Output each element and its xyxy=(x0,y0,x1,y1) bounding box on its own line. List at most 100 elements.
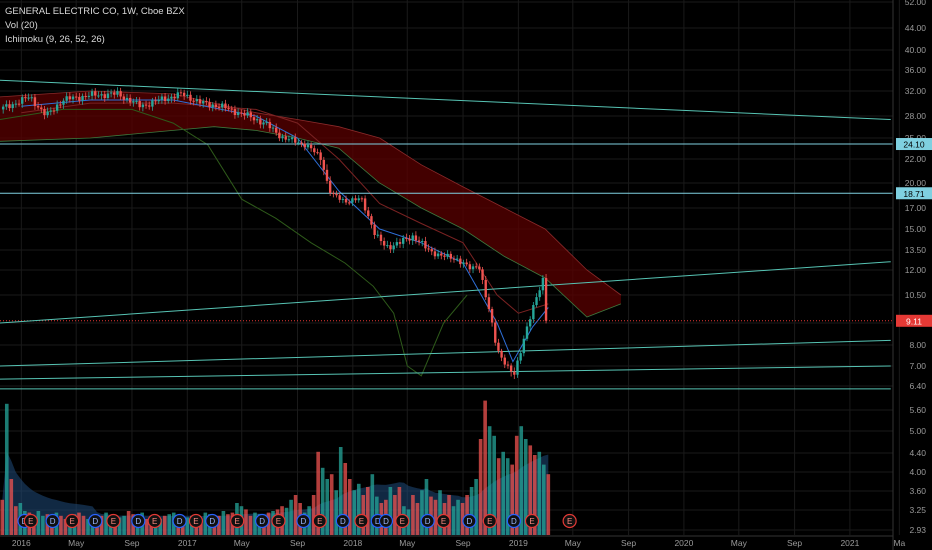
volume-bar xyxy=(325,479,329,535)
candle-body xyxy=(17,103,21,105)
candle-body xyxy=(427,248,430,250)
candle-body xyxy=(125,97,129,100)
event-marker-label: D xyxy=(209,517,215,526)
cloud-area xyxy=(0,91,621,317)
candle-body xyxy=(294,137,297,143)
volume-bar xyxy=(420,490,424,535)
candle-body xyxy=(186,94,189,96)
event-marker-label: D xyxy=(50,517,56,526)
candle-body xyxy=(113,92,116,95)
candle-body xyxy=(440,253,443,256)
price-tick-label: 20.00 xyxy=(905,178,927,188)
volume-bar xyxy=(347,479,352,535)
volume-bar xyxy=(4,403,9,535)
event-marker-dividend xyxy=(506,513,521,529)
candle-body xyxy=(389,245,392,250)
event-marker-label: D xyxy=(467,517,473,526)
candle-body xyxy=(357,198,360,201)
candle-body xyxy=(462,262,465,265)
candle-body xyxy=(398,242,402,244)
event-marker-label: D xyxy=(340,517,346,526)
candle-body xyxy=(335,194,338,196)
price-tick-label: 4.00 xyxy=(909,467,926,477)
event-marker-dividend xyxy=(88,513,103,529)
volume-bar xyxy=(185,517,190,535)
candle-body xyxy=(157,99,160,102)
candle-body xyxy=(14,103,18,105)
candle-body xyxy=(49,110,52,112)
candle-body xyxy=(300,142,303,144)
candle-body xyxy=(135,100,138,102)
candle-body xyxy=(103,94,106,99)
volume-bar xyxy=(117,517,122,535)
ichimoku-cloud xyxy=(0,90,622,318)
candle-body xyxy=(436,253,440,257)
candle-body xyxy=(322,159,326,170)
candle-body xyxy=(154,100,157,102)
event-marker-label: E xyxy=(28,517,33,526)
volume-bar xyxy=(415,503,420,535)
candle-body xyxy=(325,169,329,181)
candle-body xyxy=(8,104,11,109)
time-tick-label: 2017 xyxy=(178,538,197,548)
candle-body xyxy=(528,319,532,327)
volume-bar xyxy=(217,515,221,535)
candle-body xyxy=(484,279,487,298)
time-tick-label: May xyxy=(565,538,582,548)
time-tick-label: Sep xyxy=(455,538,470,548)
candle-body xyxy=(303,143,306,148)
event-marker-dividend xyxy=(255,513,270,529)
ichimoku-indicator-label[interactable]: Ichimoku (9, 26, 52, 26) xyxy=(5,34,105,45)
candle-body xyxy=(497,342,500,351)
price-tick-label: 5.00 xyxy=(909,426,926,436)
volume-bar xyxy=(41,515,45,535)
candle-body xyxy=(265,122,268,124)
volume-bar xyxy=(433,499,438,535)
candle-body xyxy=(252,117,256,121)
volume-bar xyxy=(352,490,357,535)
price-label-text: 24.10 xyxy=(903,140,925,150)
candle-body xyxy=(538,290,541,298)
trendlines[interactable] xyxy=(0,79,893,390)
volume-bar xyxy=(487,426,492,535)
price-tick-label: 8.00 xyxy=(909,340,926,350)
event-marker-label: D xyxy=(259,517,265,526)
candle-body xyxy=(68,96,72,100)
candle-body xyxy=(97,95,100,97)
candle-body xyxy=(509,365,513,372)
candle-body xyxy=(506,364,510,366)
candle-body xyxy=(525,326,529,339)
candlesticks xyxy=(1,87,548,380)
volume-indicator-label[interactable]: Vol (20) xyxy=(5,20,38,31)
volume-bar xyxy=(77,512,81,535)
volume-bar xyxy=(144,519,149,535)
symbol-title[interactable]: GENERAL ELECTRIC CO, 1W, Cboe BZX xyxy=(5,6,185,17)
price-tick-label: 10.50 xyxy=(905,290,927,300)
time-tick-label: Ma xyxy=(893,538,905,548)
volume-bar xyxy=(203,512,208,535)
candle-body xyxy=(30,97,33,99)
candle-body xyxy=(268,122,272,129)
candle-body xyxy=(344,198,348,203)
candle-body xyxy=(167,98,170,101)
candle-body xyxy=(332,192,335,195)
volume-bar xyxy=(162,515,167,535)
candle-body xyxy=(52,110,56,112)
time-tick-label: Sep xyxy=(621,538,636,548)
earnings-markers[interactable]: DEDEDEDEDEDEDEDEDEDDEDEDEDEE xyxy=(17,513,577,529)
event-marker-label: D xyxy=(425,517,431,526)
cloud-span-b xyxy=(0,126,622,318)
volume-bar xyxy=(0,499,5,535)
event-marker-label: E xyxy=(487,517,492,526)
candle-body xyxy=(354,198,357,201)
candle-body xyxy=(255,119,259,121)
event-marker-label: D xyxy=(177,517,183,526)
candle-body xyxy=(192,100,195,102)
candle-body xyxy=(411,235,414,241)
candle-body xyxy=(541,278,545,291)
volume-bar xyxy=(81,515,86,535)
time-tick-label: 2018 xyxy=(343,538,362,548)
candle-body xyxy=(27,97,30,99)
event-marker-earnings xyxy=(354,513,369,529)
